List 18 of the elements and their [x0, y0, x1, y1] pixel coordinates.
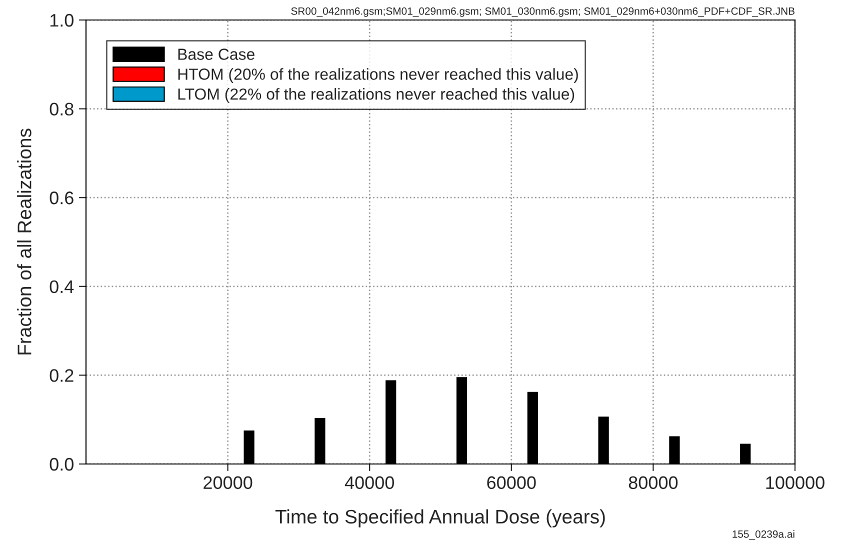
- y-tick-label: 0.0: [50, 458, 74, 471]
- x-axis-title: Time to Specified Annual Dose (years): [275, 509, 605, 528]
- y-tick-label: 1.0: [50, 14, 74, 27]
- y-tick-label: 0.6: [50, 192, 74, 204]
- legend-label: Base Case: [178, 48, 254, 60]
- x-tick-label: 80000: [628, 476, 678, 490]
- text: 155_0239a.ai: [732, 530, 794, 540]
- text: SR00_042nm6.gsm;SM01_029nm6.gsm; SM01_030nm6.gsm; SM01_029nm6+030nm6_PDF+CDF_SR.JNB: [291, 7, 794, 17]
- x-tick-label: 20000: [204, 476, 252, 490]
- y-axis-title: Fraction of all Realizations: [17, 128, 32, 354]
- x-tick-label: 40000: [344, 476, 394, 490]
- legend-label: HTOM (20% of the realizations never reached this value): [178, 68, 578, 84]
- x-tick-label: 60000: [487, 476, 536, 490]
- y-tick-label: 0.2: [50, 369, 74, 382]
- x-tick-label: 100000: [766, 476, 824, 490]
- y-tick-label: 0.4: [50, 280, 74, 294]
- legend-label: LTOM (22% of the realizations never reached this value): [178, 88, 574, 103]
- y-tick-label: 0.8: [50, 102, 74, 116]
